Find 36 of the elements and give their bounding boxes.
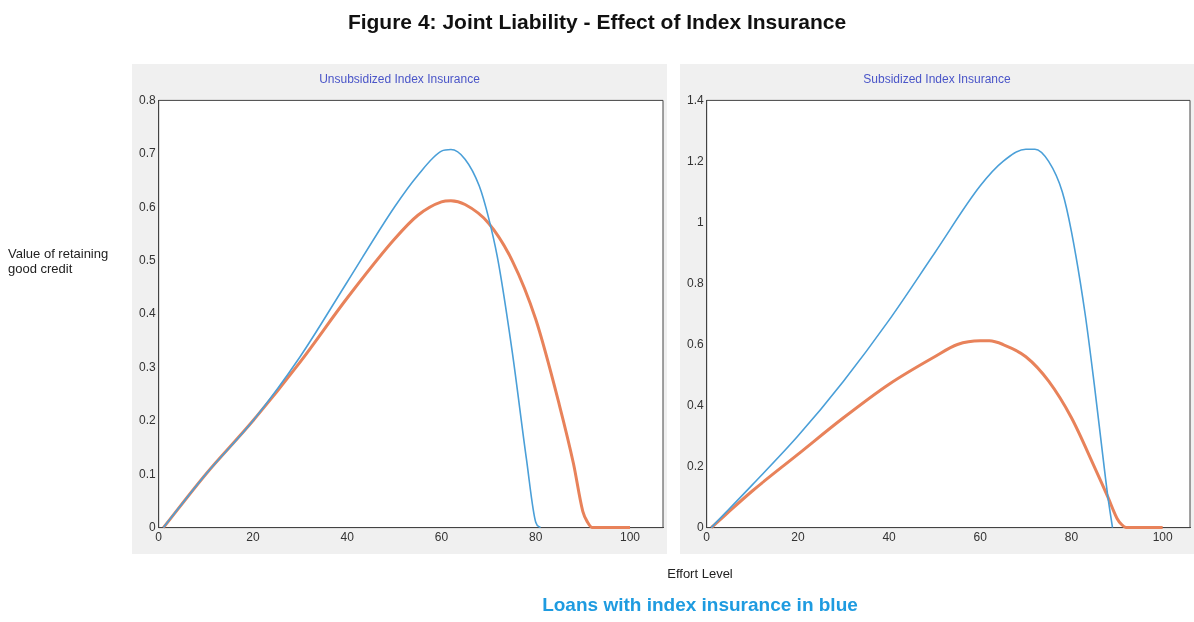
x-tick-label: 20 [246, 530, 260, 545]
x-tick-label: 60 [434, 530, 449, 545]
y-axis-title: Value of retaining good credit [6, 244, 122, 278]
x-tick-label: 80 [1064, 530, 1079, 545]
y-tick-label: 0 [148, 519, 156, 534]
x-tick-label: 40 [882, 530, 897, 545]
y-tick-label: 0.4 [138, 306, 156, 321]
y-tick-label: 0.2 [138, 413, 156, 428]
y-tick-label: 0.5 [138, 252, 156, 267]
y-tick-label: 0.2 [686, 458, 704, 473]
chart-subtitle: Subsidized Index Insurance [863, 71, 1012, 86]
y-tick-label: 0.7 [138, 146, 156, 161]
y-tick-label: 1.2 [686, 153, 704, 168]
x-tick-label: 20 [791, 530, 805, 545]
x-tick-label: 40 [340, 530, 355, 545]
y-tick-label: 1 [696, 214, 704, 229]
chart-subtitle: Unsubsidized Index Insurance [319, 71, 481, 86]
y-tick-label: 0.4 [686, 397, 704, 412]
x-tick-label: 60 [973, 530, 988, 545]
line-series [162, 148, 542, 529]
line-series [710, 148, 1114, 529]
y-tick-label: 0 [696, 519, 704, 534]
y-tick-label: 0.8 [686, 275, 704, 290]
x-axis-title: Effort Level [666, 566, 734, 581]
y-tick-label: 0.6 [686, 336, 704, 351]
y-tick-label: 1.4 [686, 92, 704, 107]
y-tick-label: 0.6 [138, 199, 156, 214]
y-tick-label: 0.1 [138, 466, 156, 481]
y-tick-label: 0.8 [138, 92, 156, 107]
y-tick-label: 0.3 [138, 359, 156, 374]
x-tick-label: 100 [619, 530, 641, 545]
x-tick-label: 80 [529, 530, 543, 545]
chart-title: Figure 4: Joint Liability - Effect of Index Insurance [346, 10, 848, 34]
text: Loans with index insurance in blue [541, 594, 859, 616]
x-tick-label: 100 [1152, 530, 1173, 545]
line-series [709, 339, 1165, 530]
